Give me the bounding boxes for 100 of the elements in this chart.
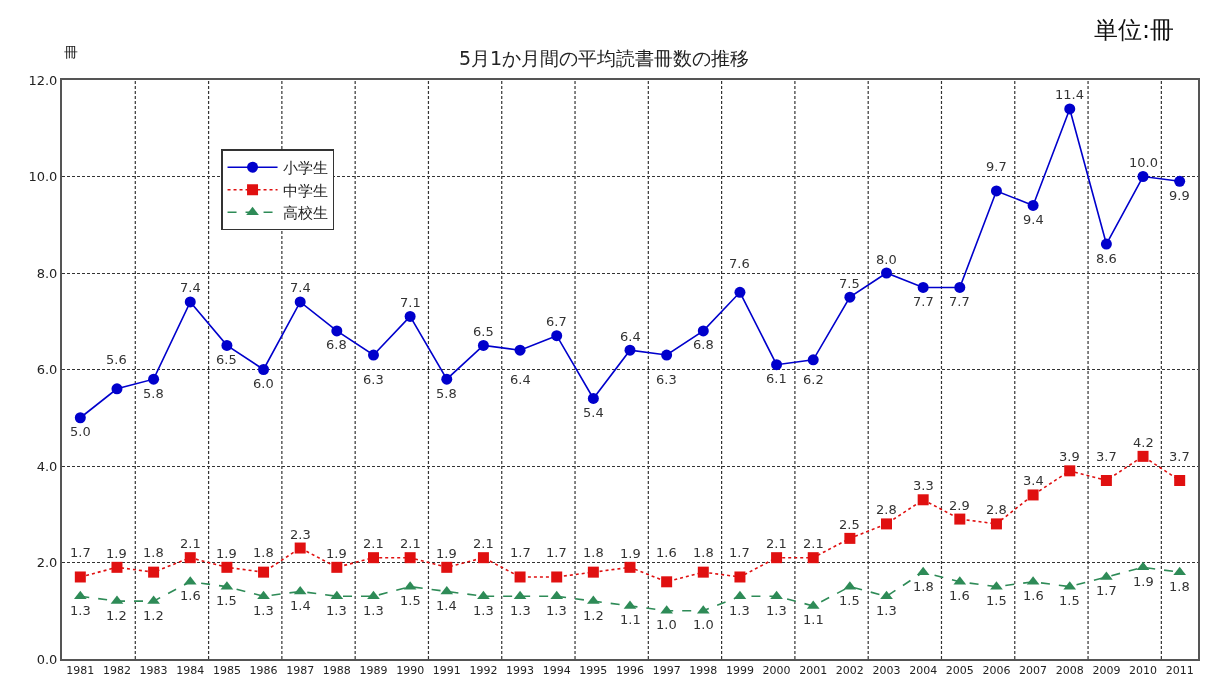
data-label: 1.9: [1133, 574, 1154, 589]
point: [550, 590, 564, 600]
data-label: 1.8: [693, 545, 714, 560]
point: [1100, 238, 1112, 250]
data-label: 7.4: [180, 280, 201, 295]
x-tick-label: 1996: [616, 664, 644, 678]
x-tick-label: 1994: [542, 664, 571, 678]
point: [367, 552, 379, 564]
x-tick-label: 2006: [982, 664, 1011, 678]
data-label: 1.5: [986, 593, 1007, 608]
chart-title: 5月1か月間の平均読書冊数の推移: [458, 46, 750, 69]
data-label: 1.9: [326, 546, 347, 561]
point: [1174, 474, 1186, 486]
point: [367, 590, 380, 600]
point: [697, 566, 709, 578]
point: [1064, 103, 1076, 115]
x-tick-label: 2007: [1019, 664, 1048, 678]
point: [661, 349, 673, 361]
text: 単位:冊: [1094, 16, 1175, 44]
point: [771, 359, 783, 371]
data-label: 6.7: [546, 314, 567, 329]
point: [148, 373, 160, 385]
data-label: 6.0: [253, 376, 274, 391]
point: [661, 576, 673, 588]
point: [990, 518, 1002, 530]
point: [221, 339, 233, 351]
data-label: 1.8: [913, 579, 934, 594]
data-label: 6.3: [363, 372, 384, 387]
point: [1064, 465, 1076, 477]
point: [954, 281, 966, 293]
legend-label: 中学生: [282, 181, 328, 200]
data-label: 6.8: [693, 337, 714, 352]
data-label: 5.8: [436, 386, 457, 401]
data-label: 1.7: [70, 545, 91, 560]
data-label: 2.3: [290, 527, 311, 542]
point: [1027, 489, 1039, 501]
data-label: 7.7: [949, 294, 970, 309]
point: [733, 590, 747, 600]
point: [184, 296, 196, 308]
data-label: 1.5: [400, 593, 421, 608]
x-tick-label: 1985: [212, 664, 241, 678]
x-tick-label: 1990: [396, 664, 425, 678]
x-tick-label: 2004: [909, 664, 938, 678]
data-label: 3.4: [1023, 473, 1044, 488]
point: [881, 267, 893, 279]
point: [514, 571, 526, 583]
point: [990, 185, 1002, 197]
point: [441, 561, 453, 573]
data-label: 1.5: [839, 593, 860, 608]
data-label: 1.4: [290, 598, 311, 613]
data-label: 7.1: [400, 295, 421, 310]
point: [624, 344, 636, 356]
y-tick-label: 8.0: [36, 265, 58, 281]
point: [294, 542, 306, 554]
point: [551, 571, 563, 583]
point: [807, 354, 819, 366]
point: [221, 561, 233, 573]
point: [404, 552, 416, 564]
x-tick-label: 2003: [872, 664, 901, 678]
x-tick-label: 1984: [176, 664, 205, 678]
data-label: 6.5: [216, 352, 237, 367]
point: [111, 383, 123, 395]
data-label: 3.7: [1096, 449, 1117, 464]
data-label: 1.9: [216, 546, 237, 561]
data-label: 3.3: [913, 478, 934, 493]
point: [1136, 561, 1150, 571]
data-label: 2.5: [839, 517, 860, 532]
data-label: 1.3: [729, 603, 750, 618]
data-label: 1.2: [106, 608, 127, 623]
point: [844, 291, 856, 303]
x-tick-label: 1991: [432, 664, 461, 678]
x-tick-label: 1989: [359, 664, 388, 678]
point: [880, 590, 893, 600]
point: [1027, 199, 1039, 211]
data-label: 3.7: [1169, 449, 1190, 464]
data-label: 1.8: [583, 545, 604, 560]
point: [111, 561, 123, 573]
point: [917, 281, 929, 293]
point: [551, 330, 563, 342]
point: [331, 325, 343, 337]
x-tick-label: 2005: [945, 664, 974, 678]
data-label: 1.0: [656, 617, 677, 632]
x-tick-label: 2008: [1055, 664, 1084, 678]
data-label: 1.7: [546, 545, 567, 560]
data-label: 6.4: [510, 372, 531, 387]
x-tick-label: 1995: [579, 664, 608, 678]
data-label: 2.8: [876, 502, 897, 517]
x-tick-label: 1997: [652, 664, 681, 678]
y-tick-label: 12.0: [28, 72, 58, 88]
point: [477, 552, 489, 564]
point: [258, 566, 270, 578]
data-label: 1.0: [693, 617, 714, 632]
y-tick-label: 10.0: [28, 169, 58, 185]
data-label: 1.7: [510, 545, 531, 560]
point: [258, 364, 270, 375]
point: [293, 585, 307, 595]
data-label: 1.5: [216, 593, 237, 608]
data-label: 1.2: [143, 608, 164, 623]
data-label: 1.9: [620, 546, 641, 561]
x-tick-label: 1992: [469, 664, 498, 678]
